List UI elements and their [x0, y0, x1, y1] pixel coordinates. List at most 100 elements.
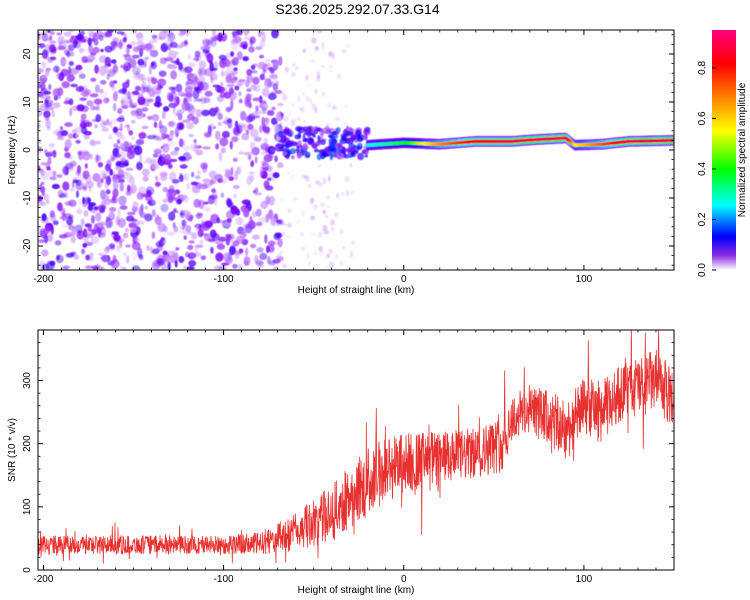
spectrogram-cell [137, 93, 144, 100]
spectrogram-cell [122, 266, 127, 270]
spectrogram-cell [306, 252, 310, 260]
spectrogram-cell [123, 64, 129, 73]
spectrogram-cell [75, 64, 83, 71]
spectrogram-cell [61, 60, 66, 64]
spectrogram-cell [139, 154, 143, 163]
spectrogram-cell [270, 217, 277, 224]
spectrogram-cell [217, 219, 226, 224]
spectrogram-cell [146, 245, 150, 251]
spectrogram-cell [64, 99, 70, 105]
spectrogram-cell [231, 69, 239, 76]
spectrogram-cell [266, 110, 275, 116]
spectrogram-cell [147, 98, 154, 103]
spectrogram-cell [126, 46, 130, 55]
spectrogram-cell [41, 201, 47, 206]
spectrogram-cell [344, 175, 351, 183]
colorbar-gradient [712, 30, 736, 270]
spectrogram-cell [128, 58, 137, 68]
spectrogram-cell [215, 252, 224, 262]
spectrogram-cell [48, 168, 54, 177]
spectrogram-cell [56, 174, 63, 178]
spectrogram-cell [299, 107, 303, 111]
spectrogram-cell [328, 141, 336, 148]
spectrogram-cell [328, 175, 331, 182]
spectrogram-cell [297, 140, 302, 148]
spectrogram-cell [326, 205, 331, 208]
spectrogram-cell [68, 30, 74, 33]
spectrogram-cell [331, 130, 337, 136]
spectrogram-cell [58, 72, 65, 82]
spectrogram-cell [231, 57, 239, 66]
spectrogram-cell [124, 92, 131, 97]
spectrogram-cell [80, 155, 85, 159]
spectrogram-cell [310, 233, 317, 236]
spectrogram-cell [259, 73, 265, 81]
spectrogram-cell [198, 60, 207, 69]
spectrogram-cell [295, 67, 299, 70]
colorbar-tick-label: 0.0 [697, 263, 708, 277]
spectrogram-cell [68, 225, 76, 231]
spectrogram-cell [319, 129, 325, 137]
spectrogram-cell [38, 108, 43, 117]
spectrogram-cell [104, 65, 109, 73]
spectrogram-cell [234, 170, 239, 181]
spectrogram-cell [49, 30, 55, 36]
spectrogram-cell [168, 50, 177, 60]
spectrogram-cell [71, 129, 77, 134]
spectrogram-cell [138, 206, 144, 216]
spectrogram-cell [172, 104, 176, 114]
spectrogram-cell [131, 54, 140, 59]
spectrogram-cell [148, 65, 152, 75]
spectrogram-cell [69, 107, 73, 117]
spectrogram-cell [312, 197, 315, 202]
spectrogram-cell [174, 44, 184, 49]
spectrogram-cell [272, 61, 280, 69]
spectrogram-cell [324, 123, 331, 126]
spectrogram-cell [334, 212, 339, 218]
spectrogram-cell [320, 42, 325, 50]
spectrogram-cell [135, 40, 145, 46]
spectrogram-cell [363, 128, 371, 133]
spectrogram-cell [161, 110, 166, 120]
spectrogram-cell [160, 203, 169, 213]
spectrogram-cell [223, 78, 231, 84]
spectrogram-cell [157, 222, 167, 233]
spectrogram-cell [308, 261, 311, 266]
spectrogram-cell [351, 134, 358, 139]
spectrogram-cell [94, 39, 99, 46]
spectrogram-cell [81, 248, 85, 255]
spectrogram-cell [208, 171, 217, 178]
spectrogram-cell [62, 181, 70, 191]
spectrogram-cell [293, 197, 298, 201]
spectrogram-cell [112, 126, 118, 133]
spectrogram-cell [347, 128, 355, 132]
spectrogram-cell [88, 255, 94, 262]
spectrogram-cell [309, 98, 313, 105]
spectrogram-cell [115, 153, 122, 158]
spectrogram-cell [330, 227, 335, 231]
spectrogram-cell [254, 255, 259, 265]
spectrogram-cell [228, 87, 234, 95]
spectrogram-cell [277, 162, 284, 169]
spectrogram-cell [67, 133, 74, 139]
spectrogram-cell [257, 192, 262, 196]
spectrogram-cell [147, 201, 153, 205]
spectrogram-cell [240, 123, 249, 131]
spectrogram-cell [66, 216, 74, 226]
spectrogram-cell [183, 66, 193, 73]
colorbar-tick-label: 0.8 [697, 61, 708, 75]
spectrogram-cell [154, 148, 162, 153]
spectrogram-cell [343, 122, 349, 126]
spectrogram-cell [110, 231, 118, 238]
spectrogram-cell [52, 220, 59, 226]
spectrogram-cell [41, 213, 47, 222]
spectrogram-cell [357, 152, 365, 161]
spectrogram-cell [357, 136, 364, 142]
spectrogram-cell [212, 84, 221, 88]
spectrogram-cell [156, 104, 161, 108]
spectrogram-cell [52, 170, 57, 177]
spectrogram-cell [268, 209, 274, 220]
spectrogram-cell [140, 85, 146, 94]
spectrogram-cell [267, 153, 275, 159]
spectrogram-cell [154, 136, 163, 141]
